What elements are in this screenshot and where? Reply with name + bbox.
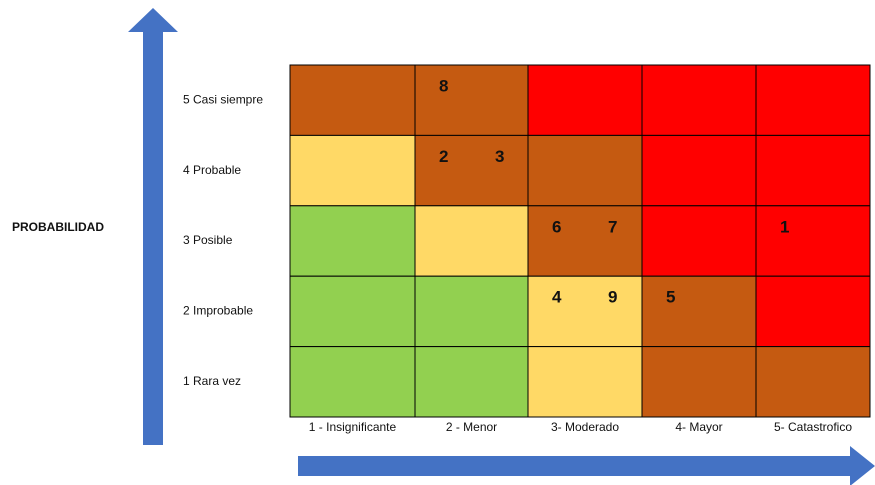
risk-item: 1 [780, 217, 789, 236]
matrix-cell [641, 205, 757, 277]
column-label: 2 - Menor [446, 420, 497, 434]
matrix-cell [755, 346, 871, 418]
risk-item: 9 [608, 288, 617, 307]
row-label: 2 Improbable [183, 304, 253, 318]
row-label: 1 Rara vez [183, 374, 241, 388]
matrix-cell [289, 134, 416, 207]
matrix-cell [641, 134, 757, 207]
risk-item: 4 [552, 288, 562, 307]
matrix-cell [414, 275, 529, 348]
column-label: 1 - Insignificante [309, 420, 397, 434]
row-label: 5 Casi siempre [183, 92, 263, 106]
matrix-cell [289, 205, 416, 277]
row-label: 3 Posible [183, 233, 233, 247]
column-label: 3- Moderado [551, 420, 619, 434]
matrix-cell [414, 205, 529, 277]
risk-item: 6 [552, 217, 561, 236]
risk-item: 5 [666, 288, 675, 307]
risk-item: 3 [495, 147, 504, 166]
vertical-arrow [128, 8, 178, 445]
matrix-cell [527, 134, 643, 207]
matrix-cell [641, 64, 757, 136]
matrix-cell [289, 275, 416, 348]
matrix-cell [289, 346, 416, 418]
matrix-cell [527, 346, 643, 418]
horizontal-arrow [298, 446, 875, 485]
column-label: 4- Mayor [675, 420, 722, 434]
risk-item: 7 [608, 217, 617, 236]
matrix-cell [527, 205, 643, 277]
matrix-cell [414, 134, 529, 207]
matrix-cell [755, 64, 871, 136]
risk-item: 2 [439, 147, 448, 166]
row-label: 4 Probable [183, 163, 241, 177]
matrix-cell [755, 205, 871, 277]
matrix-cell [755, 275, 871, 348]
column-label: 5- Catastrofico [774, 420, 852, 434]
y-axis-title: PROBABILIDAD [12, 220, 104, 234]
matrix-cell [755, 134, 871, 207]
matrix-cell [527, 275, 643, 348]
matrix-cell [289, 64, 416, 136]
matrix-cell [414, 64, 529, 136]
matrix-cell [641, 346, 757, 418]
matrix-cell [641, 275, 757, 348]
matrix-cell [414, 346, 529, 418]
risk-item: 8 [439, 76, 448, 95]
matrix-cell [527, 64, 643, 136]
